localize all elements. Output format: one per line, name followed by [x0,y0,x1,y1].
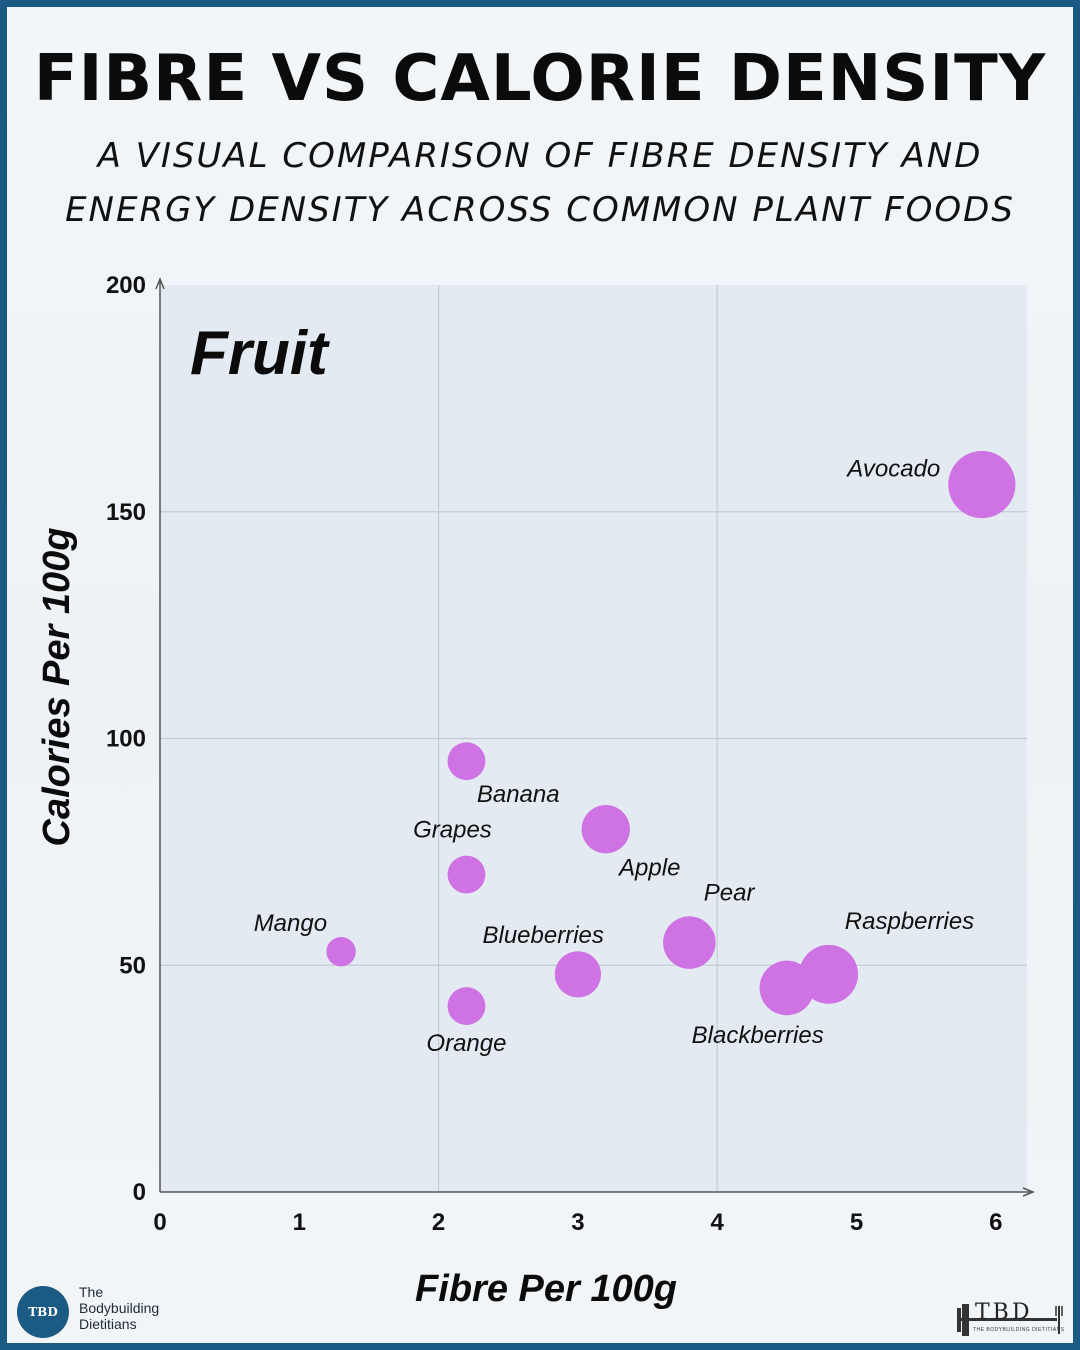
subtitle-line-2: ENERGY DENSITY ACROSS COMMON PLANT FOODS [65,190,1015,230]
x-tick-label: 3 [571,1209,584,1236]
brand-right-tagline: THE BODYBUILDING DIETITIANS [973,1327,1065,1333]
brand-left: TBD The Bodybuilding Dietitians [17,1282,197,1342]
data-point [447,855,486,894]
data-point [581,805,630,854]
data-point [948,450,1016,519]
brand-right: TBD THE BODYBUILDING DIETITIANS [957,1300,1069,1342]
data-point-label: Grapes [413,817,492,844]
x-tick-label: 5 [850,1209,863,1236]
data-point-label: Raspberries [845,908,974,935]
data-point-label: Avocado [845,456,940,483]
data-point [447,742,486,781]
data-point [554,951,602,998]
x-axis-arrow [1022,1187,1036,1197]
brand-name-line-2: Bodybuilding [79,1300,160,1316]
x-tick-label: 6 [989,1209,1002,1236]
y-tick-label: 200 [106,272,146,299]
barbell-icon [957,1304,1063,1336]
y-axis-arrow [155,276,165,290]
data-point-label: Blackberries [692,1022,824,1049]
x-tick-label: 0 [153,1209,166,1236]
data-point [759,960,815,1016]
x-tick-label: 4 [711,1209,725,1236]
page-subtitle: A VISUAL COMPARISON OF FIBRE DENSITY AND… [7,129,1073,237]
brand-right-logo: TBD [975,1300,1033,1325]
data-point-label: Pear [704,879,756,906]
y-tick-label: 50 [119,952,146,979]
axis-layer [155,276,1036,1197]
panel-label: Fruit [190,319,330,388]
data-point-label: Orange [426,1030,506,1057]
data-point [447,987,486,1025]
point-labels-layer: Avocado Banana Apple Grapes Pear Mango Blueber… [254,456,975,1057]
y-axis-title: Calories Per 100g [36,528,78,847]
brand-logo-icon: TBD [17,1286,69,1338]
x-axis-title: Fibre Per 100g [415,1268,677,1310]
y-tick-label: 0 [133,1179,146,1206]
subtitle-line-1: A VISUAL COMPARISON OF FIBRE DENSITY AND [97,136,983,176]
chart-text-layer: Fruit Fibre Per 100g Calories Per 100g [36,319,677,1310]
brand-name-line-3: Dietitians [79,1316,137,1332]
data-points-layer [326,450,1016,1025]
tick-label-layer: 0 1 2 3 4 5 6 0 50 100 150 200 [106,272,1003,1236]
data-point-label: Apple [617,854,680,881]
brand-name: The Bodybuilding Dietitians [79,1284,159,1332]
data-point [326,936,356,967]
page-title: FIBRE VS CALORIE DENSITY [33,42,1047,116]
data-point [663,916,716,969]
y-tick-label: 100 [106,726,146,753]
data-point-label: Banana [477,781,560,808]
brand-name-line-1: The [79,1284,104,1300]
x-tick-label: 2 [432,1209,445,1236]
data-point-label: Blueberries [482,922,603,949]
data-point-label: Mango [254,910,327,937]
scatter-chart: 0 1 2 3 4 5 6 0 50 100 150 200 Avocado Banana Apple Gr… [36,272,1036,1310]
x-tick-label: 1 [293,1209,306,1236]
y-tick-label: 150 [106,499,146,526]
